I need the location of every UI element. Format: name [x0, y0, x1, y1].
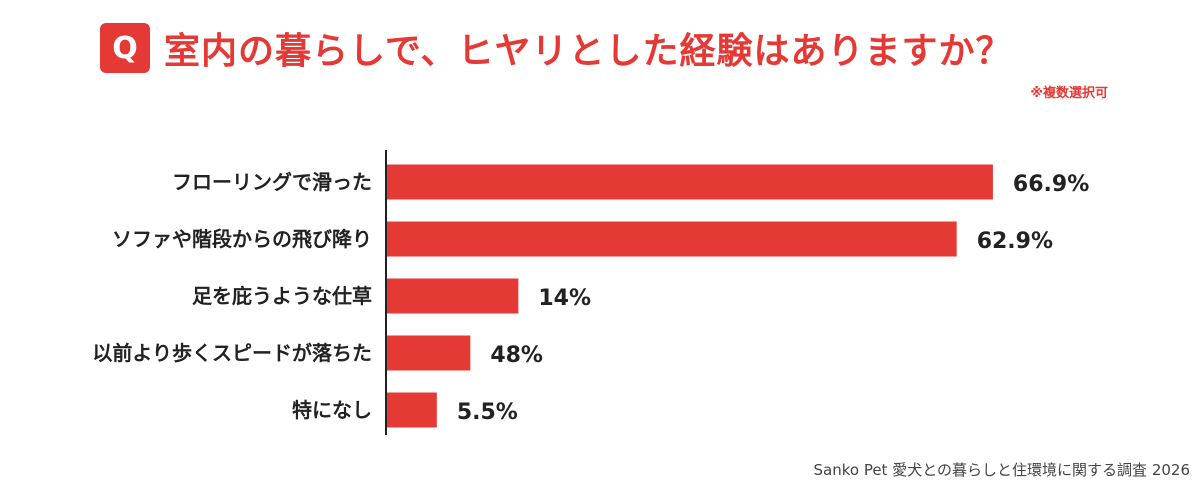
- category-label: 足を庇うような仕草: [192, 284, 372, 308]
- bar: [387, 278, 519, 314]
- category-label: 特になし: [292, 398, 372, 422]
- bar: [387, 164, 993, 200]
- value-label: 62.9%: [977, 229, 1053, 254]
- question-badge: Q: [100, 23, 150, 73]
- bar: [387, 221, 957, 257]
- bar: [387, 335, 471, 371]
- value-label: 66.9%: [1013, 172, 1089, 197]
- category-label: ソファや階段からの飛び降り: [112, 227, 372, 251]
- category-label: フローリングで滑った: [172, 170, 372, 194]
- value-label: 14%: [538, 286, 591, 311]
- multiple-choice-note: ※複数選択可: [1030, 86, 1108, 101]
- category-label: 以前より歩くスピードが落ちた: [92, 341, 372, 365]
- bar: [387, 392, 437, 428]
- chart-title-row: Q 室内の暮らしで、ヒヤリとした経験はありますか？: [100, 22, 1012, 74]
- chart-title: 室内の暮らしで、ヒヤリとした経験はありますか？: [164, 31, 1013, 72]
- value-label: 5.5%: [457, 400, 518, 425]
- value-label: 48%: [490, 343, 543, 368]
- source-credit: Sanko Pet 愛犬との暮らしと住環境に関する調査 2026: [813, 461, 1191, 479]
